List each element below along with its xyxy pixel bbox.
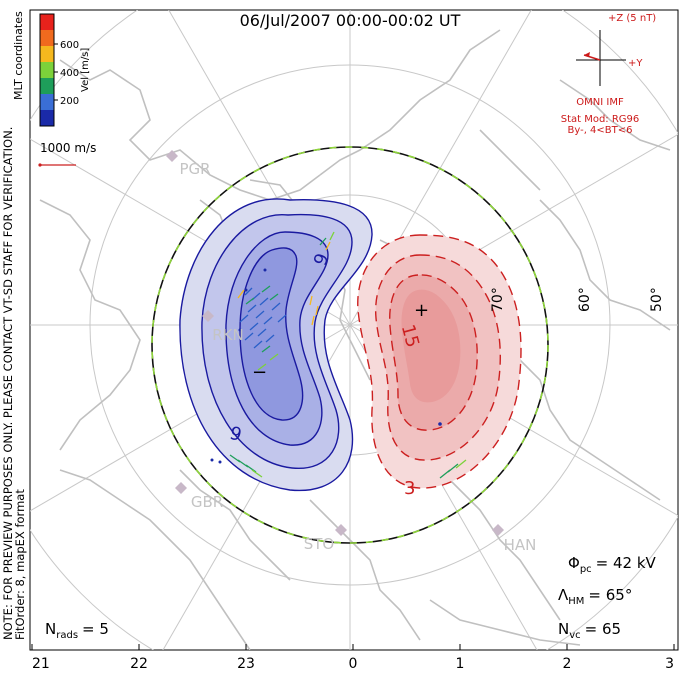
station-label: PGR	[179, 160, 210, 178]
cross-polar-potential: Φpc = 42 kV	[568, 554, 657, 575]
vector-scale-arrow	[38, 163, 76, 167]
velocity-colorbar: 600 400 200 Vel [m/s]	[39, 13, 91, 127]
convection-stats: Φpc = 42 kV ΛHM = 65° Nvc = 65 Nrads = 5	[45, 554, 657, 641]
colorbar-swatch	[40, 30, 54, 47]
colorbar-label: Vel [m/s]	[80, 48, 91, 92]
radar-count: Nrads = 5	[45, 620, 109, 641]
potential-max-mark: +	[414, 300, 429, 321]
imf-model: Stat Mod: RG96	[561, 114, 640, 125]
colorbar-tick: 400	[60, 68, 79, 79]
mlt-tick-label: 0	[349, 656, 358, 672]
imf-z-label: +Z (5 nT)	[608, 13, 656, 24]
colorbar-outline	[39, 13, 55, 127]
colorbar-swatch	[40, 110, 54, 127]
colorbar-tick: 600	[60, 40, 79, 51]
station-label: STO	[304, 535, 335, 553]
mlt-tick-label: 21	[32, 656, 50, 672]
hm-latitude: ΛHM = 65°	[558, 586, 632, 607]
mlt-tick-label: 3	[665, 656, 674, 672]
mlt-tick-label: 2	[563, 656, 572, 672]
fit-order-note: FitOrder: 8, mapEX format	[13, 489, 27, 640]
mlt-tick-label: 23	[237, 656, 255, 672]
preview-note: NOTE: FOR PREVIEW PURPOSES ONLY. PLEASE …	[1, 127, 15, 640]
colorbar-tick: 200	[60, 96, 79, 107]
vector-scale-label: 1000 m/s	[40, 141, 96, 155]
latitude-label: 60°	[577, 287, 593, 312]
station-labels: PGR RKN GBR STO HAN	[179, 160, 536, 554]
map-title: 06/Jul/2007 00:00-00:02 UT	[240, 11, 461, 30]
negative-cell	[179, 198, 373, 492]
velocity-vectors	[210, 231, 467, 479]
colorbar-swatch	[40, 78, 54, 95]
station-markers	[166, 150, 504, 536]
contour-label: 9	[227, 423, 243, 446]
vector-count: Nvc = 65	[558, 620, 621, 641]
colorbar-swatch	[40, 46, 54, 63]
colorbar-swatch	[40, 94, 54, 111]
colorbar-swatch	[40, 62, 54, 79]
latitude-label: 70°	[490, 287, 506, 312]
station-label: RKN	[212, 326, 243, 344]
imf-dial: +Z (5 nT) +Y OMNI IMF Stat Mod: RG96 By-…	[561, 13, 657, 136]
colorbar-swatch	[40, 14, 54, 31]
colorbar-swatches	[40, 14, 54, 127]
coordinate-system-label: MLT coordinates	[12, 11, 25, 100]
latitude-label: 50°	[649, 287, 665, 312]
station-label: HAN	[504, 536, 537, 554]
contour-label: 3	[404, 478, 415, 499]
mlt-tick-label: 22	[130, 656, 148, 672]
imf-source: OMNI IMF	[576, 97, 624, 108]
hm-boundary	[151, 146, 549, 544]
potential-min-mark: −	[252, 362, 267, 383]
imf-y-label: +Y	[628, 58, 643, 69]
positive-cell	[357, 234, 522, 489]
station-label: GBR	[191, 493, 223, 511]
mlt-axis: 21 22 23 0 1 2 3	[31, 644, 675, 672]
mlt-tick-label: 1	[456, 656, 465, 672]
imf-condition: By-, 4<BT<6	[567, 125, 632, 136]
